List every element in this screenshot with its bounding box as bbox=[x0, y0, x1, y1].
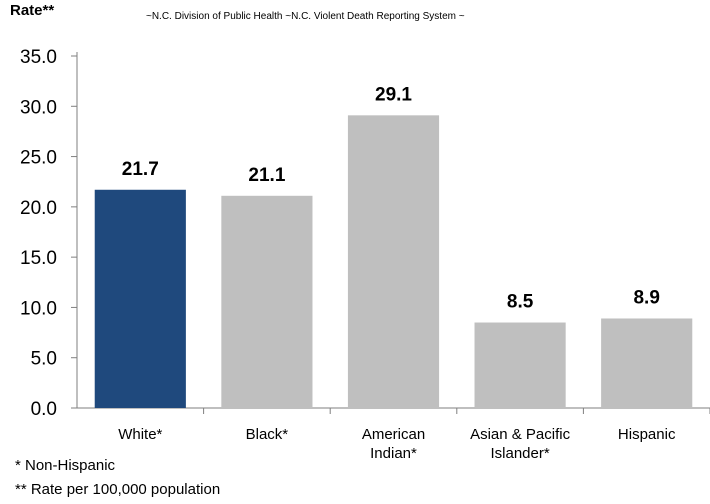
data-label: 29.1 bbox=[375, 84, 412, 105]
bar bbox=[347, 115, 440, 408]
y-tick-label: 15.0 bbox=[20, 248, 57, 269]
y-tick-label: 30.0 bbox=[20, 97, 57, 118]
x-tick-label: Black* bbox=[246, 426, 289, 443]
x-tick-label: American Indian* bbox=[362, 426, 425, 462]
x-tick-label: Asian & Pacific Islander* bbox=[470, 426, 571, 462]
data-label: 21.7 bbox=[122, 159, 159, 180]
source-note: ~N.C. Division of Public Health ~N.C. Vi… bbox=[146, 11, 465, 22]
bar bbox=[601, 318, 693, 408]
footnote-non-hispanic: * Non-Hispanic bbox=[15, 457, 116, 474]
y-axis-label: Rate** bbox=[10, 2, 55, 19]
bar bbox=[474, 322, 566, 408]
y-tick-label: 5.0 bbox=[31, 349, 57, 370]
data-label: 8.5 bbox=[507, 292, 534, 313]
y-tick-label: 0.0 bbox=[31, 399, 57, 420]
data-label: 21.1 bbox=[248, 165, 285, 186]
x-tick-label: White* bbox=[118, 426, 162, 443]
y-tick-label: 35.0 bbox=[20, 47, 57, 68]
y-tick-label: 10.0 bbox=[20, 298, 57, 319]
bar bbox=[221, 195, 313, 408]
data-label: 8.9 bbox=[633, 287, 659, 308]
x-tick-label: Hispanic bbox=[618, 426, 676, 443]
y-tick-label: 20.0 bbox=[20, 198, 57, 219]
footnote-rate: ** Rate per 100,000 population bbox=[15, 481, 221, 498]
bar bbox=[94, 189, 186, 408]
y-tick-label: 25.0 bbox=[20, 148, 57, 169]
